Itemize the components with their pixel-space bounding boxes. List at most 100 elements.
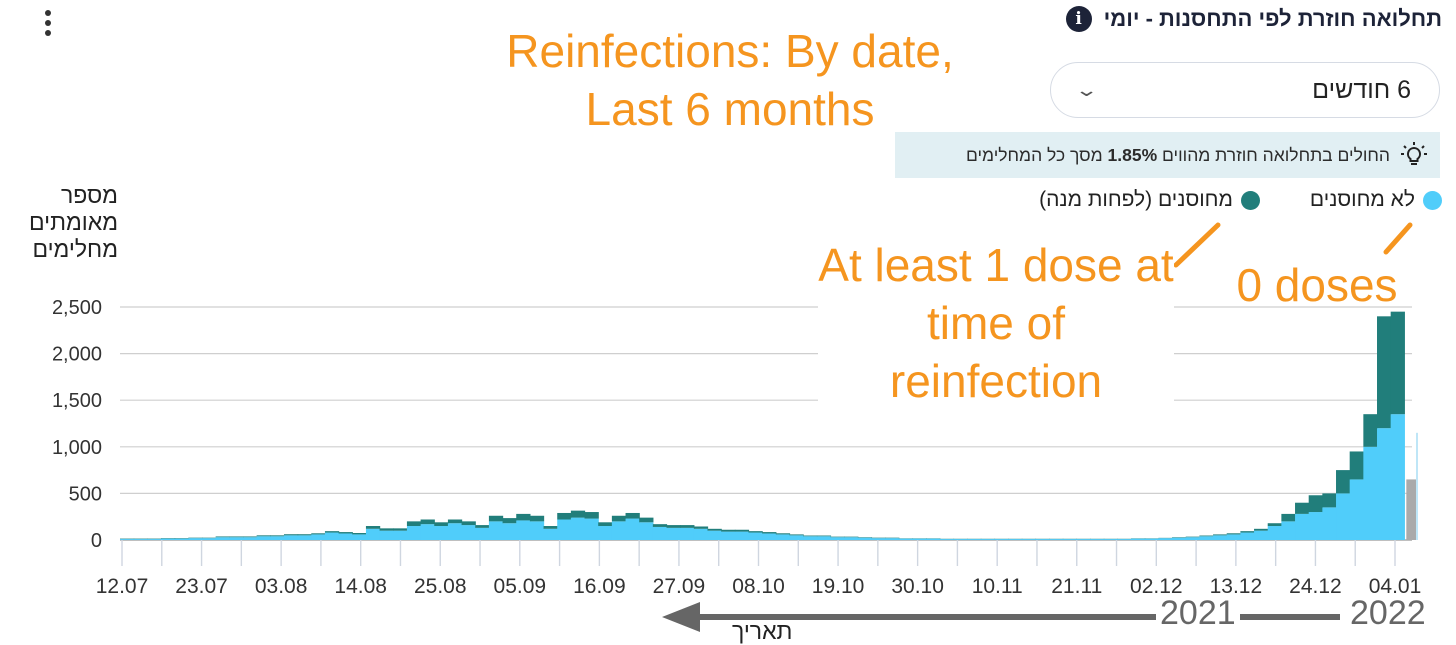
bar-unvaccinated (844, 537, 858, 540)
bar-vaccinated (639, 518, 653, 523)
bar-unvaccinated (216, 537, 230, 540)
bar-unvaccinated (557, 519, 571, 540)
bar-vaccinated (462, 521, 476, 525)
bar-unvaccinated (161, 539, 175, 540)
bar-unvaccinated (380, 531, 394, 540)
bar-unvaccinated (202, 538, 216, 540)
timeline-arrow-head (662, 602, 700, 632)
bar-unvaccinated (188, 538, 202, 540)
bar-unvaccinated (1131, 539, 1145, 540)
annotation-title: Reinfections: By date, Last 6 months (470, 22, 990, 138)
bar-vaccinated (789, 534, 803, 535)
bar-vaccinated (626, 513, 640, 519)
year-label-2022: 2022 (1346, 594, 1430, 633)
bar-unvaccinated (1049, 539, 1063, 540)
bar-unvaccinated (1090, 539, 1104, 540)
bar-unvaccinated (735, 532, 749, 540)
bar-vaccinated (393, 528, 407, 530)
bar-unvaccinated (339, 533, 353, 540)
bar-unvaccinated (1213, 535, 1227, 540)
bar-vaccinated (421, 519, 435, 524)
bar-unvaccinated (1391, 414, 1405, 540)
bar-vaccinated (694, 526, 708, 528)
y-tick-label: 500 (69, 483, 102, 505)
bar-unvaccinated (762, 533, 776, 540)
bar-unvaccinated (1240, 533, 1254, 540)
bar-unvaccinated (1172, 538, 1186, 540)
bar-unvaccinated (257, 536, 271, 540)
bar-unvaccinated (789, 535, 803, 540)
bar-unvaccinated (1035, 539, 1049, 540)
bar-unvaccinated (270, 536, 284, 540)
bar-unvaccinated (530, 521, 544, 540)
bar-vaccinated (1254, 529, 1268, 531)
bar-vaccinated (844, 537, 858, 538)
bar-vaccinated (721, 530, 735, 532)
bar-vaccinated (1281, 514, 1295, 521)
bar-vaccinated (503, 518, 517, 523)
bar-vaccinated (325, 531, 339, 532)
y-tick-label: 0 (91, 530, 102, 552)
bar-vaccinated (530, 516, 544, 522)
bar-unvaccinated (434, 526, 448, 540)
annotation-pointer-dose1 (1176, 225, 1218, 265)
bar-vaccinated (585, 512, 599, 519)
bar-vaccinated (1186, 537, 1200, 538)
bar-unvaccinated (612, 521, 626, 540)
bar-unvaccinated (721, 532, 735, 540)
bar-vaccinated (749, 531, 763, 532)
x-tick-label: 19.10 (812, 575, 865, 598)
bar-unvaccinated (1063, 539, 1077, 540)
bar-vaccinated (475, 525, 489, 528)
bar-unvaccinated (626, 519, 640, 540)
bar-vaccinated (1309, 495, 1323, 512)
bar-unvaccinated (1336, 493, 1350, 540)
bar-pending-edge (1416, 433, 1418, 540)
bar-unvaccinated (1377, 428, 1391, 540)
bar-vaccinated (352, 533, 366, 534)
y-tick-label: 1,000 (52, 437, 102, 459)
bar-unvaccinated (1350, 479, 1364, 540)
bar-unvaccinated (694, 529, 708, 540)
year-label-2021: 2021 (1156, 594, 1240, 633)
bar-vaccinated (516, 514, 530, 521)
bar-vaccinated (448, 519, 462, 523)
bar-unvaccinated (653, 527, 667, 540)
bar-vaccinated (1295, 503, 1309, 514)
bar-unvaccinated (1186, 537, 1200, 540)
bar-unvaccinated (298, 535, 312, 540)
bar-unvaccinated (1076, 539, 1090, 540)
bar-vaccinated (243, 536, 257, 537)
bar-unvaccinated (421, 524, 435, 540)
bar-vaccinated (1199, 536, 1213, 537)
bar-unvaccinated (1199, 536, 1213, 540)
bar-vaccinated (1227, 533, 1241, 534)
bar-unvaccinated (1268, 526, 1282, 540)
bar-unvaccinated (994, 539, 1008, 540)
bar-unvaccinated (475, 528, 489, 540)
bar-vaccinated (216, 536, 230, 537)
bar-vaccinated (598, 522, 612, 526)
bar-unvaccinated (953, 539, 967, 540)
bar-vaccinated (653, 524, 667, 527)
bar-unvaccinated (639, 522, 653, 540)
bar-vaccinated (257, 535, 271, 536)
x-tick-label: 25.08 (414, 575, 467, 598)
bar-unvaccinated (1145, 539, 1159, 540)
bar-vaccinated (366, 526, 380, 529)
bar-vaccinated (229, 536, 243, 537)
bar-unvaccinated (284, 535, 298, 540)
bar-vaccinated (667, 525, 681, 528)
bar-vaccinated (1268, 523, 1282, 526)
bar-unvaccinated (667, 528, 681, 540)
x-tick-label: 27.09 (653, 575, 706, 598)
bar-unvaccinated (1281, 521, 1295, 540)
x-tick-label: 30.10 (891, 575, 944, 598)
bar-unvaccinated (462, 525, 476, 540)
annotation-at-least-one-dose: At least 1 dose at time of reinfection (818, 236, 1174, 416)
bar-vaccinated (557, 513, 571, 520)
bar-unvaccinated (1295, 514, 1309, 540)
bar-vaccinated (1377, 316, 1391, 428)
bar-unvaccinated (352, 534, 366, 540)
